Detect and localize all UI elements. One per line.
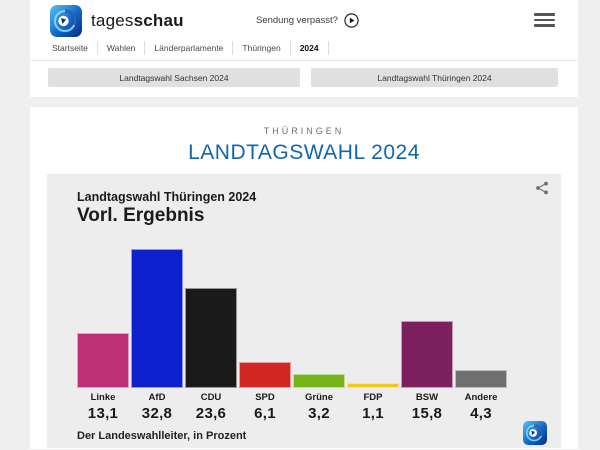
bar-label: Grüne [305,392,333,403]
bar-value: 13,1 [87,405,119,422]
bar-value: 23,6 [195,405,227,422]
bar-spd[interactable] [239,362,291,388]
chart-source-note: Der Landeswahlleiter, in Prozent [77,430,247,442]
bar-label: Andere [464,392,498,403]
tagesschau-watermark-icon [523,421,547,445]
bar-value: 4,3 [470,405,492,422]
nav-button-sachsen[interactable]: Landtagswahl Sachsen 2024 [48,68,300,87]
brand-wordmark: tagesschau [91,11,184,30]
menu-button[interactable] [534,13,555,27]
bar-area [131,249,183,388]
breadcrumb-item-startseite[interactable]: Startseite [50,41,98,55]
bar-column-cdu: CDU 23,6 [185,249,237,422]
nav-button-thueringen[interactable]: Landtagswahl Thüringen 2024 [311,68,558,87]
page-title: LANDTAGSWAHL 2024 [188,141,420,164]
bar-afd[interactable] [131,249,183,388]
bar-column-spd: SPD 6,1 [239,249,291,422]
bar-column-andere: Andere 4,3 [455,249,507,422]
bar-area [347,249,399,388]
bar-area [77,249,129,388]
breadcrumb-item-thüringen[interactable]: Thüringen [233,41,291,55]
bar-grüne[interactable] [293,374,345,388]
bar-area [401,249,453,388]
bar-label: CDU [200,392,222,403]
bar-label: BSW [415,392,439,403]
share-icon[interactable] [535,181,549,195]
chart-title: Landtagswahl Thüringen 2024 [77,190,257,204]
bar-value: 3,2 [308,405,330,422]
chart-subtitle: Vorl. Ergebnis [77,205,205,226]
play-icon [344,13,359,28]
bar-area [185,249,237,388]
breadcrumb-item-länderparlamente[interactable]: Länderparlamente [145,41,234,55]
bar-bsw[interactable] [401,321,453,388]
sendung-verpasst-label: Sendung verpasst? [256,15,338,26]
bar-linke[interactable] [77,332,129,388]
bar-value: 1,1 [362,405,384,422]
election-nav-band: Landtagswahl Sachsen 2024 Landtagswahl T… [30,61,578,97]
bar-cdu[interactable] [185,288,237,388]
bar-value: 15,8 [411,405,443,422]
section-kicker: THÜRINGEN [263,126,345,136]
brand-home-link[interactable]: tagesschau [50,5,184,37]
bar-label: FDP [363,392,383,403]
results-chart-card: Landtagswahl Thüringen 2024 Vorl. Ergebn… [47,174,561,448]
bar-chart: Linke 13,1 AfD 32,8 CDU 23,6 SPD 6,1 Grüne 3,2 FDP… [77,249,507,422]
tagesschau-logo-icon [50,5,82,37]
bar-value: 6,1 [254,405,276,422]
main-content: THÜRINGEN LANDTAGSWAHL 2024 Landtagswahl… [30,107,578,449]
breadcrumb-item-2024: 2024 [291,41,329,55]
bar-label: AfD [148,392,166,403]
page-column: tagesschau Sendung verpasst? Startseite W… [30,0,578,450]
bar-andere[interactable] [455,369,507,388]
bar-label: SPD [255,392,275,403]
sendung-verpasst-link[interactable]: Sendung verpasst? [256,13,359,28]
bar-column-afd: AfD 32,8 [131,249,183,422]
bar-column-linke: Linke 13,1 [77,249,129,422]
site-header: tagesschau Sendung verpasst? Startseite W… [30,0,578,61]
bar-column-bsw: BSW 15,8 [401,249,453,422]
bar-fdp[interactable] [347,383,399,388]
breadcrumb: Startseite Wahlen Länderparlamente Thüringe… [50,41,329,55]
bar-label: Linke [90,392,116,403]
section-header: THÜRINGEN LANDTAGSWAHL 2024 [30,107,578,165]
bar-column-fdp: FDP 1,1 [347,249,399,422]
bar-area [455,249,507,388]
breadcrumb-item-wahlen[interactable]: Wahlen [98,41,146,55]
bar-area [293,249,345,388]
bar-column-grüne: Grüne 3,2 [293,249,345,422]
bar-value: 32,8 [141,405,173,422]
bar-area [239,249,291,388]
